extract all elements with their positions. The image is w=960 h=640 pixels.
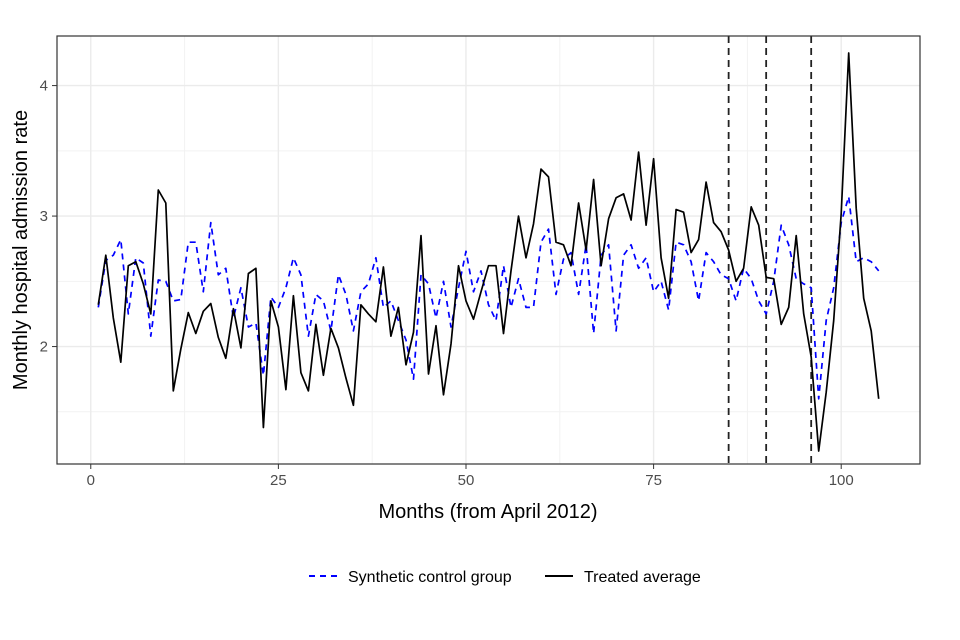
minor-gridlines [57,36,920,464]
x-tick-label: 100 [829,472,854,489]
panel-background [57,36,920,464]
x-tick-label: 0 [87,472,95,489]
legend-label-treated-average: Treated average [584,569,701,586]
major-gridlines [57,36,920,464]
legend: Synthetic control group Treated average [309,569,701,586]
y-tick-label: 3 [40,208,48,225]
x-tick-label: 50 [458,472,475,489]
x-axis: 0 25 50 75 100 [87,464,854,489]
x-axis-title: Months (from April 2012) [379,501,598,523]
y-axis-title: Monthly hospital admission rate [10,110,32,390]
y-axis: 2 3 4 [40,78,57,356]
y-tick-label: 4 [40,78,48,95]
series-lines [97,52,880,452]
series-line-treated-average [97,52,880,452]
x-tick-label: 75 [645,472,662,489]
series-line-synthetic-control [97,195,880,400]
legend-label-synthetic-control: Synthetic control group [348,569,512,586]
panel-border [56,35,921,465]
x-tick-label: 25 [270,472,287,489]
y-tick-label: 2 [40,339,48,356]
